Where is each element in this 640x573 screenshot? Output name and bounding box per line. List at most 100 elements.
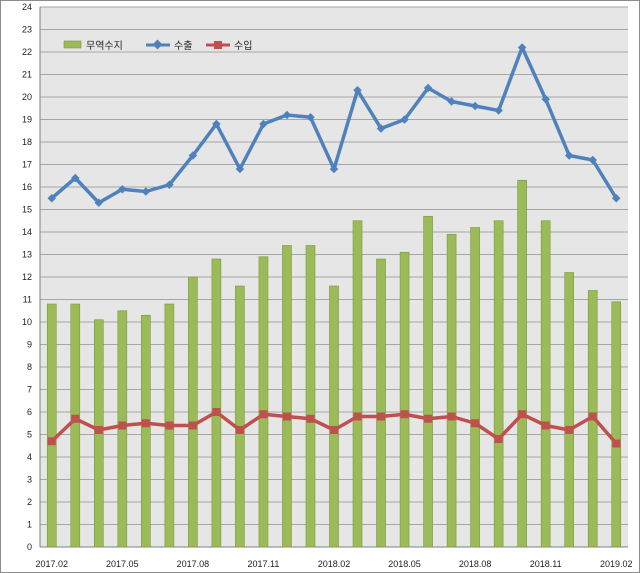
point-imports <box>424 414 433 423</box>
point-exports <box>447 97 456 106</box>
point-exports <box>423 83 433 93</box>
point-exports <box>188 151 198 160</box>
point-exports <box>212 119 221 129</box>
y-tick-label: 9 <box>27 340 32 350</box>
y-tick-label: 4 <box>27 452 32 462</box>
point-imports <box>188 421 197 430</box>
point-imports <box>330 426 338 434</box>
x-tick-label: 2018.11 <box>530 559 562 569</box>
bar-trade-balance <box>399 251 410 548</box>
y-tick-label: 19 <box>22 115 32 125</box>
point-imports <box>494 435 503 443</box>
point-imports <box>259 410 268 419</box>
y-tick-label: 0 <box>27 542 32 552</box>
legend-label-trade-balance: 무역수지 <box>86 40 123 52</box>
bar-trade-balance <box>211 258 222 548</box>
bar-trade-balance <box>611 301 622 548</box>
bar-trade-balance <box>46 303 57 548</box>
y-tick-label: 1 <box>27 520 32 530</box>
point-imports <box>212 408 221 416</box>
point-exports <box>259 119 268 129</box>
point-imports <box>94 426 103 434</box>
y-tick-label: 7 <box>27 385 32 395</box>
legend-label-exports: 수출 <box>174 40 192 52</box>
y-tick-label: 21 <box>22 70 32 80</box>
point-imports <box>447 412 456 421</box>
bar-trade-balance <box>493 220 504 548</box>
y-tick-label: 5 <box>27 430 32 440</box>
x-tick-label: 2018.02 <box>318 559 351 569</box>
bar-trade-balance <box>188 276 198 548</box>
y-tick-label: 3 <box>27 475 32 485</box>
y-tick-label: 11 <box>23 295 32 305</box>
y-tick-label: 20 <box>22 92 32 102</box>
x-tick-label: 2018.08 <box>459 559 492 569</box>
bar-trade-balance <box>141 314 151 548</box>
bar-trade-balance <box>423 215 433 548</box>
point-imports <box>353 412 362 421</box>
point-exports <box>165 180 174 189</box>
bar-trade-balance <box>329 285 339 548</box>
point-imports <box>71 414 80 423</box>
y-tick-label: 8 <box>27 362 32 372</box>
point-imports <box>471 419 480 428</box>
point-exports <box>118 185 127 194</box>
bar-trade-balance <box>517 179 527 548</box>
x-tick-label: 2017.05 <box>106 559 139 569</box>
point-imports <box>165 421 174 430</box>
point-exports <box>47 194 57 203</box>
y-tick-label: 22 <box>22 47 32 57</box>
point-imports <box>541 421 550 430</box>
y-tick-label: 13 <box>22 250 32 260</box>
point-imports <box>400 410 409 419</box>
point-imports <box>565 426 574 434</box>
point-exports <box>329 164 339 174</box>
point-imports <box>612 439 621 448</box>
line-series <box>47 43 621 448</box>
y-tick-label: 24 <box>22 2 32 12</box>
point-imports <box>518 410 527 419</box>
point-imports <box>235 426 244 434</box>
x-tick-label: 2017.08 <box>177 559 210 569</box>
y-tick-label: 16 <box>22 182 32 192</box>
point-exports <box>494 106 503 115</box>
y-tick-label: 15 <box>22 205 32 215</box>
x-tick-label: 2017.11 <box>248 559 280 569</box>
bar-trade-balance <box>258 256 269 548</box>
point-exports <box>376 124 386 133</box>
bar-trade-balance <box>282 245 292 548</box>
x-tick-label: 2019.02 <box>600 559 633 569</box>
point-imports <box>588 412 597 421</box>
bar-trade-balance <box>235 285 245 548</box>
bar-trade-balance <box>446 233 457 548</box>
point-exports <box>400 115 409 124</box>
point-exports <box>282 110 292 120</box>
x-axis: 2017.02 2017.05 2017.08 2017.11 2018.02 2018.… <box>35 559 632 569</box>
bar-trade-balance <box>564 272 575 548</box>
point-exports <box>470 101 480 111</box>
legend-marker-imports <box>214 41 222 49</box>
legend-swatch-trade-balance <box>63 40 82 49</box>
y-tick-label: 18 <box>22 137 32 147</box>
point-exports <box>306 113 315 122</box>
point-exports <box>141 187 151 196</box>
y-tick-label: 6 <box>27 407 32 417</box>
y-tick-label: 23 <box>22 25 32 35</box>
y-tick-label: 14 <box>22 227 32 237</box>
point-imports <box>47 437 56 446</box>
point-imports <box>282 412 291 421</box>
point-exports <box>235 164 245 174</box>
point-exports <box>94 198 104 207</box>
point-imports <box>306 414 315 423</box>
x-tick-label: 2018.05 <box>388 559 421 569</box>
bar-trade-balance <box>352 220 363 548</box>
bar-trade-balance <box>470 227 480 548</box>
bar-trade-balance <box>305 245 316 548</box>
point-imports <box>118 421 127 430</box>
legend-label-imports: 수입 <box>234 39 252 52</box>
y-tick-label: 17 <box>22 160 32 170</box>
point-exports <box>353 86 362 95</box>
legend: 무역수지 수출 수입 <box>63 39 252 52</box>
